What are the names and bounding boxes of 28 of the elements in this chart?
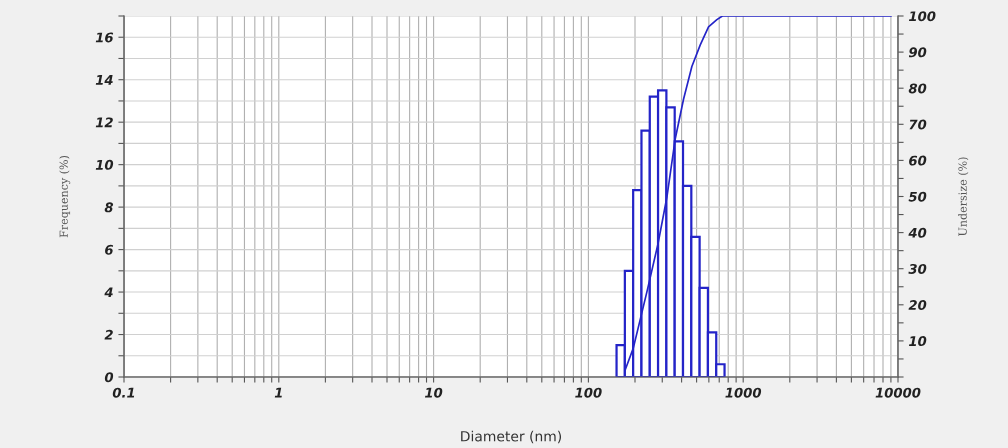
- y-axis-title: Frequency (%): [59, 155, 71, 238]
- y2-axis-title: Undersize (%): [958, 157, 969, 236]
- y2-tick-label: 100: [908, 11, 936, 22]
- y2-tick-label: 90: [908, 47, 927, 58]
- y-tick-label: 12: [95, 117, 113, 128]
- y2-tick-label: 30: [908, 263, 927, 274]
- x-tick-label: 10: [424, 387, 443, 398]
- x-tick-label: 1: [274, 387, 282, 398]
- y2-tick-label: 70: [909, 119, 927, 130]
- x-tick-label: 100: [575, 387, 602, 398]
- y-tick-label: 8: [104, 202, 114, 213]
- x-tick-label: 10000: [875, 387, 921, 398]
- y-tick-label: 16: [95, 32, 114, 43]
- y2-tick-label: 50: [908, 191, 927, 202]
- y-tick-label: 10: [95, 159, 114, 170]
- y2-tick-label: 10: [908, 336, 927, 347]
- y2-tick-label: 20: [908, 300, 927, 310]
- x-tick-label: 1000: [725, 387, 762, 398]
- x-axis-title: Diameter (nm): [461, 430, 562, 444]
- y2-tick-label: 80: [908, 83, 927, 94]
- y2-tick-label: 40: [908, 227, 927, 238]
- y-tick-label: 14: [95, 75, 113, 85]
- y-tick-label: 2: [104, 329, 113, 340]
- y-tick-label: 0: [104, 372, 114, 383]
- y-tick-label: 6: [105, 244, 114, 255]
- y-tick-label: 4: [104, 287, 113, 298]
- y2-tick-label: 60: [909, 155, 927, 166]
- x-tick-label: 0.1: [112, 387, 135, 398]
